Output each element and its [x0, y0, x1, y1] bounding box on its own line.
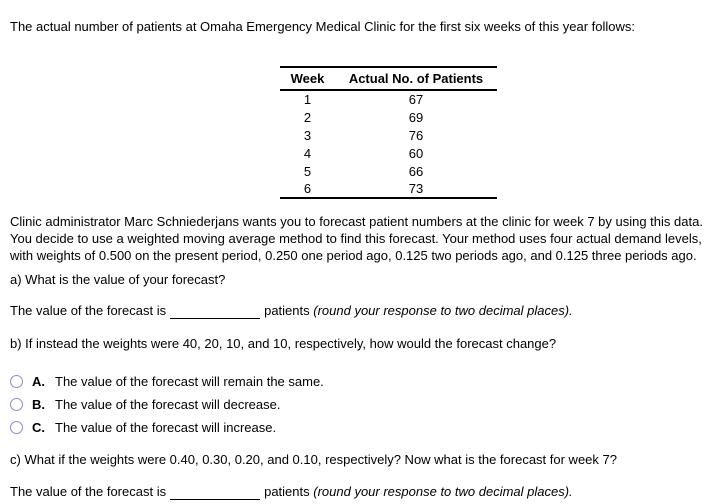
option-a-label: The value of the forecast will remain th…: [55, 374, 324, 389]
scenario-text: Clinic administrator Marc Schniederjans …: [10, 214, 703, 263]
part-a-answer-line: The value of the forecast is patients (ro…: [10, 302, 707, 319]
table-cell-week: 4: [303, 145, 312, 161]
part-a-answer-note: (round your response to two decimal plac…: [313, 303, 573, 318]
table-row: 3 76: [280, 126, 497, 144]
option-c-letter: C.: [32, 420, 45, 435]
part-a-answer-suffix: patients: [264, 303, 310, 318]
intro-text: The actual number of patients at Omaha E…: [10, 19, 635, 34]
table-cell-patients: 73: [408, 181, 424, 196]
part-c-question: c) What if the weights were 0.40, 0.30, …: [10, 452, 617, 467]
part-a-question: a) What is the value of your forecast?: [10, 272, 226, 287]
option-c[interactable]: C. The value of the forecast will increa…: [10, 416, 707, 439]
part-c-answer-note: (round your response to two decimal plac…: [313, 484, 573, 499]
table-row: 4 60: [280, 144, 497, 162]
forecast-input-c[interactable]: [170, 484, 261, 500]
table-cell-week: 6: [303, 181, 312, 196]
option-b-label: The value of the forecast will decrease.: [55, 397, 281, 412]
option-b[interactable]: B. The value of the forecast will decrea…: [10, 393, 707, 416]
part-b-question: b) If instead the weights were 40, 20, 1…: [10, 336, 557, 351]
table-header-week: Week: [290, 71, 325, 86]
table-row: 1 67: [280, 90, 497, 108]
part-b-options: A. The value of the forecast will remain…: [10, 370, 707, 439]
table-cell-week: 5: [303, 163, 312, 179]
table-cell-patients: 76: [408, 127, 424, 143]
table-cell-week: 3: [303, 127, 312, 143]
option-a-letter: A.: [32, 374, 45, 389]
table-cell-week: 1: [303, 92, 312, 107]
radio-button-b-icon[interactable]: [10, 398, 23, 411]
table-header-patients: Actual No. of Patients: [348, 71, 484, 86]
table-row: 6 73: [280, 180, 497, 198]
table-cell-patients: 60: [408, 145, 424, 161]
table-cell-week: 2: [303, 109, 312, 125]
table-row: 2 69: [280, 108, 497, 126]
table-cell-patients: 66: [408, 163, 424, 179]
part-c-answer-prefix: The value of the forecast is: [10, 484, 167, 499]
table-cell-patients: 67: [408, 92, 424, 107]
part-c-answer-line: The value of the forecast is patients (ro…: [10, 483, 707, 500]
option-b-letter: B.: [32, 397, 45, 412]
part-c-answer-suffix: patients: [264, 484, 310, 499]
table-header-row: Week Actual No. of Patients: [280, 67, 497, 90]
forecast-input-a[interactable]: [170, 303, 261, 319]
part-a-answer-prefix: The value of the forecast is: [10, 303, 167, 318]
radio-button-a-icon[interactable]: [10, 375, 23, 388]
option-a[interactable]: A. The value of the forecast will remain…: [10, 370, 707, 393]
option-c-label: The value of the forecast will increase.: [55, 420, 277, 435]
radio-button-c-icon[interactable]: [10, 421, 23, 434]
patients-table: Week Actual No. of Patients 1 67 2 69 3 …: [280, 66, 497, 199]
table-cell-patients: 69: [408, 109, 424, 125]
table-row: 5 66: [280, 162, 497, 180]
